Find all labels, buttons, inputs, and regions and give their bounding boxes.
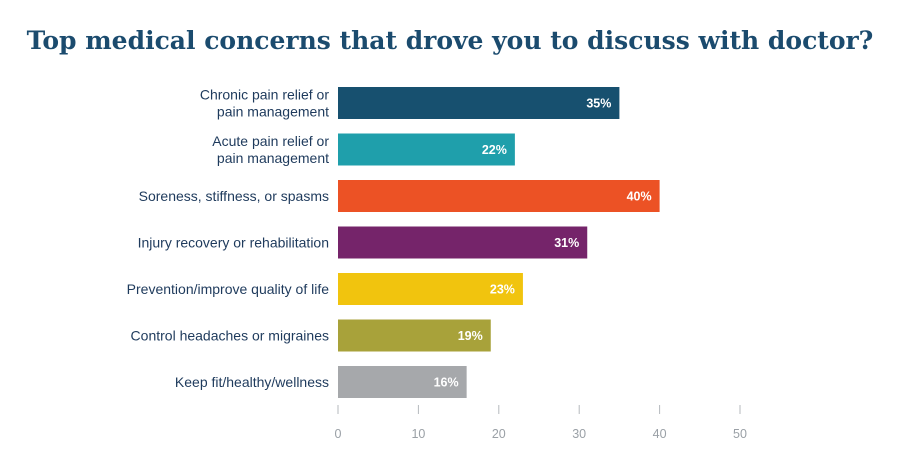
category-label-4: Injury recovery or rehabilitation [138, 235, 329, 251]
bar-2 [338, 133, 515, 166]
x-tick-label-30: 30 [572, 427, 586, 441]
bar-5 [338, 273, 523, 305]
x-tick-label-50: 50 [733, 427, 747, 441]
category-label-3: Soreness, stiffness, or spasms [139, 188, 329, 204]
bar-3 [338, 180, 660, 212]
bar-value-label-5: 23% [490, 283, 515, 297]
category-label-6: Control headaches or migraines [131, 328, 329, 344]
x-tick-label-40: 40 [653, 427, 667, 441]
bar-4 [338, 226, 588, 259]
bar-7 [338, 366, 467, 398]
bar-value-label-1: 35% [586, 97, 611, 111]
bar-1 [338, 87, 620, 119]
category-label-5: Prevention/improve quality of life [127, 281, 330, 297]
bar-value-label-4: 31% [554, 236, 579, 250]
bar-value-label-7: 16% [434, 376, 459, 390]
category-label-1: Chronic pain relief or pain management [200, 87, 330, 120]
bar-value-label-2: 22% [482, 143, 507, 157]
x-tick-label-20: 20 [492, 427, 506, 441]
x-tick-label-10: 10 [411, 427, 425, 441]
chart-title: Top medical concerns that drove you to d… [26, 26, 874, 55]
bar-value-label-3: 40% [627, 190, 652, 204]
x-tick-label-0: 0 [335, 427, 342, 441]
bar-value-label-6: 19% [458, 329, 483, 343]
bar-6 [338, 319, 491, 352]
category-label-7: Keep fit/healthy/wellness [175, 374, 329, 390]
category-label-2: Acute pain relief or pain management [212, 133, 329, 166]
